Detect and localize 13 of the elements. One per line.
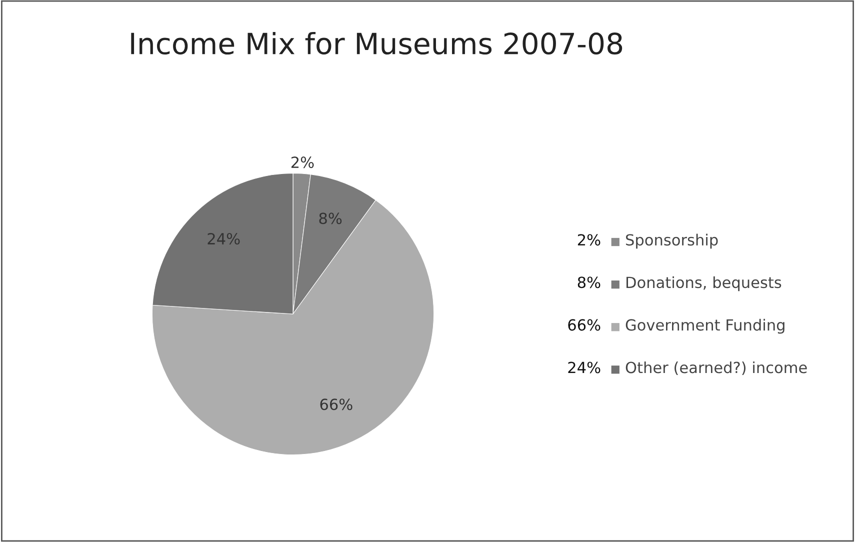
text: 66% xyxy=(568,319,600,331)
chart-title: Income Mix for Museums 2007-08 xyxy=(131,32,622,55)
legend-label: Donations, bequests xyxy=(626,276,782,292)
text: 8% xyxy=(578,276,600,288)
data-label: 24% xyxy=(208,232,240,245)
text: 24% xyxy=(568,362,600,374)
data-label: 66% xyxy=(320,398,352,410)
data-label: 2% xyxy=(291,156,314,168)
legend-label: Other (earned?) income xyxy=(626,361,807,376)
data-label: 8% xyxy=(319,212,342,224)
text: 2% xyxy=(578,234,600,246)
legend-label: Sponsorship xyxy=(626,234,718,249)
legend-label: Government Funding xyxy=(626,318,784,334)
